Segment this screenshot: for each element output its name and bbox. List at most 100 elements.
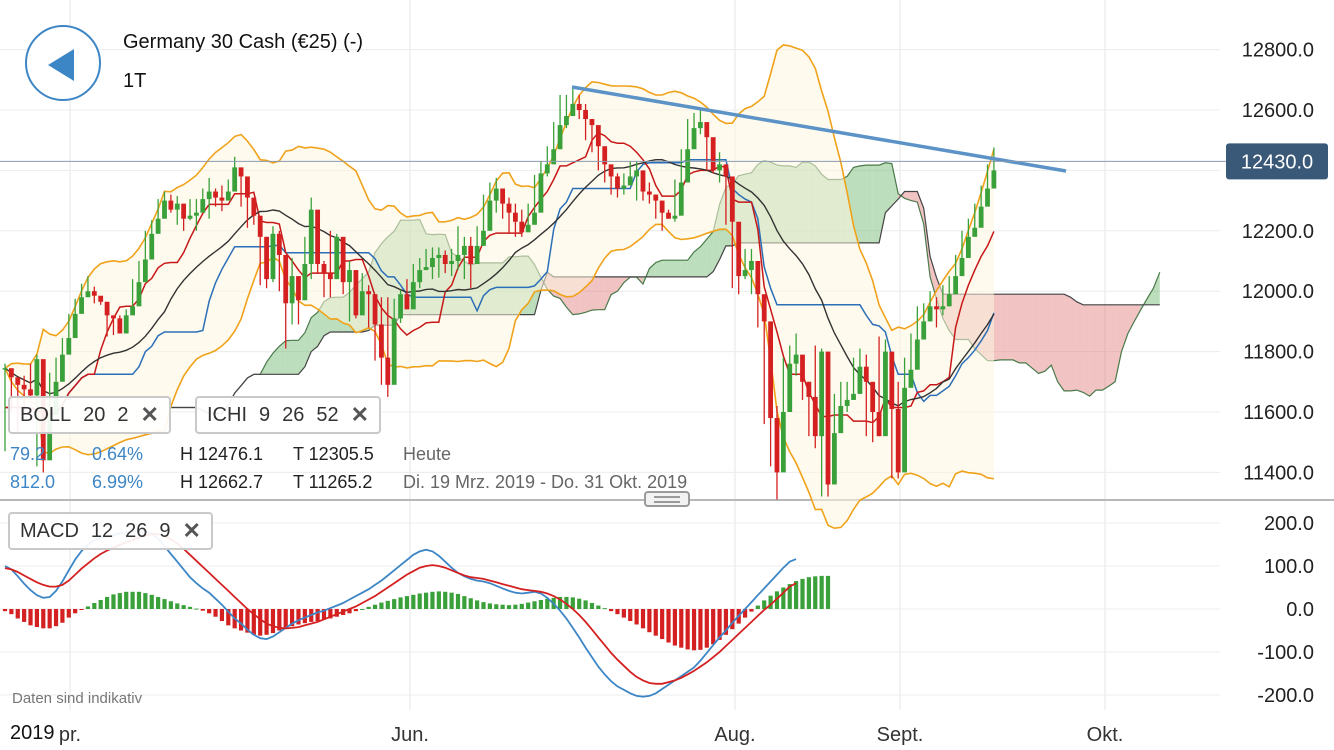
candle-up — [972, 227, 978, 237]
candle-down — [870, 381, 876, 412]
macd-bar-negative — [666, 609, 671, 643]
macd-bar-negative — [277, 609, 282, 631]
macd-bar-negative — [264, 609, 269, 635]
candle-up — [570, 103, 576, 117]
macd-bar-positive — [545, 598, 550, 609]
macd-bar-positive — [806, 577, 811, 609]
cloud-segment-bearish — [1121, 304, 1128, 352]
macd-bar-positive — [156, 596, 161, 609]
macd-bar-negative — [22, 609, 27, 622]
candle-down — [500, 188, 506, 204]
candle-up — [162, 200, 167, 219]
candle-down — [863, 366, 869, 382]
candle-up — [678, 182, 684, 216]
macd-bar-positive — [813, 576, 818, 609]
macd-indicator-chip[interactable]: MACD 12 26 9 ✕ — [8, 512, 213, 550]
macd-bar-negative — [347, 609, 352, 614]
time-axis: pr. Jun. Aug. Sept. Okt. — [59, 724, 1123, 746]
back-button[interactable] — [25, 25, 101, 101]
macd-bar-negative — [628, 609, 633, 622]
macd-bar-positive — [417, 593, 422, 609]
bollinger-bands — [4, 44, 995, 530]
panel-resize-handle[interactable] — [644, 491, 690, 507]
cloud-segment-bearish — [1076, 301, 1084, 393]
macd-bar-positive — [162, 599, 167, 609]
ichi-name: ICHI — [207, 403, 247, 426]
candle-up — [461, 245, 467, 255]
candle-down — [213, 191, 218, 198]
macd-bar-negative — [79, 609, 84, 610]
cloud-segment-bullish — [866, 165, 873, 243]
macd-bar-negative — [723, 609, 729, 635]
macd-bar-negative — [53, 609, 59, 627]
macd-bar-positive — [436, 591, 441, 609]
candle-up — [819, 351, 825, 437]
candle-up — [436, 254, 442, 258]
candle-up — [953, 276, 959, 295]
cloud-segment-bearish — [993, 294, 1001, 361]
close-icon[interactable]: ✕ — [140, 402, 159, 427]
candle-down — [245, 176, 250, 198]
macd-bar-negative — [251, 609, 256, 635]
candle-up — [927, 306, 933, 322]
candle-down — [934, 306, 939, 310]
macd-bar-positive — [423, 592, 429, 609]
price-tick-label: 11400.0 — [1243, 462, 1314, 484]
timeframe-label[interactable]: 1T — [123, 70, 147, 92]
candle-up — [123, 315, 129, 334]
macd-bar-negative — [621, 609, 626, 618]
stat-period-label: Heute — [403, 444, 452, 464]
candle-up — [60, 354, 65, 382]
macd-bar-positive — [181, 605, 186, 609]
candle-up — [289, 276, 295, 304]
candle-down — [353, 270, 359, 316]
cloud-segment-bearish — [1032, 294, 1039, 374]
candle-down — [8, 368, 14, 378]
candle-up — [474, 245, 480, 265]
macd-bar-positive — [398, 597, 403, 609]
cloud-segment-bearish — [604, 276, 612, 310]
candle-up — [959, 257, 965, 277]
candle-down — [296, 276, 301, 301]
cloud-segment-bullish — [649, 262, 656, 277]
candle-up — [717, 164, 722, 171]
candle-up — [85, 291, 91, 298]
macd-bar-negative — [321, 609, 327, 620]
candle-down — [366, 291, 372, 295]
candle-up — [130, 306, 135, 316]
close-icon[interactable]: ✕ — [182, 518, 201, 543]
macd-bar-positive — [596, 605, 601, 609]
macd-bar-positive — [487, 603, 492, 609]
candle-down — [589, 119, 595, 126]
ichi-indicator-chip[interactable]: ICHI 9 26 52 ✕ — [195, 396, 382, 434]
cloud-segment-bearish — [1095, 304, 1103, 391]
macd-bar-negative — [679, 609, 684, 648]
cloud-segment-bullish — [279, 340, 286, 375]
candle-up — [787, 363, 793, 412]
cloud-segment-bearish — [1051, 294, 1058, 382]
candle-down — [283, 254, 289, 304]
macd-bar-positive — [187, 606, 193, 609]
macd-param-3: 9 — [159, 519, 171, 542]
price-tick-label: 12200.0 — [1242, 221, 1314, 243]
candle-down — [806, 381, 812, 397]
boll-indicator-chip[interactable]: BOLL 20 2 ✕ — [8, 396, 171, 434]
candle-down — [595, 125, 601, 147]
candle-down — [219, 197, 225, 201]
candle-down — [251, 197, 257, 216]
candle-up — [532, 212, 537, 225]
candle-down — [91, 291, 97, 296]
candle-up — [174, 203, 180, 210]
macd-bar-negative — [672, 609, 677, 646]
candle-down — [576, 103, 582, 110]
candle-up — [544, 164, 550, 174]
cloud-segment-bearish — [1000, 294, 1007, 360]
candle-down — [800, 354, 805, 382]
macd-param-1: 12 — [90, 519, 114, 542]
candle-down — [15, 377, 21, 385]
candle-up — [749, 261, 754, 271]
instrument-title: Germany 30 Cash (€25) (-) — [123, 31, 364, 53]
macd-bar-positive — [455, 593, 461, 609]
close-icon[interactable]: ✕ — [350, 402, 370, 427]
